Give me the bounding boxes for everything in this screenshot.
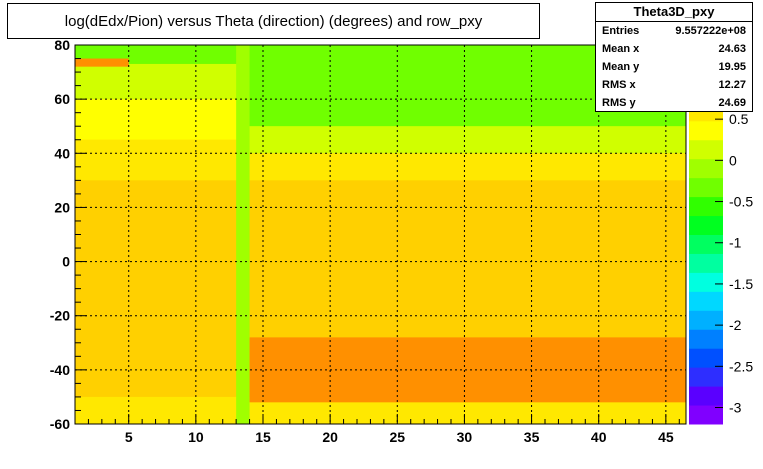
palette-swatch xyxy=(689,158,723,179)
y-tick-label: 60 xyxy=(54,91,70,107)
palette-swatch xyxy=(689,386,723,406)
y-tick-label: 40 xyxy=(54,145,70,161)
stats-label: Mean x xyxy=(602,43,640,55)
palette-swatch xyxy=(689,329,723,349)
palette-swatch xyxy=(689,272,723,292)
stats-value: 24.63 xyxy=(718,43,746,55)
palette-swatch xyxy=(689,234,723,254)
y-tick-label: -60 xyxy=(50,416,70,432)
palette-swatch xyxy=(689,120,723,141)
palette-tick-label: -2.5 xyxy=(729,358,753,374)
stats-label: RMS y xyxy=(602,97,636,109)
grid-lines xyxy=(75,45,686,424)
heatmap-cell xyxy=(249,337,687,403)
stats-value: 12.27 xyxy=(718,79,746,91)
stats-row-mean-x: Mean x 24.63 xyxy=(596,40,752,58)
x-tick-label: 30 xyxy=(457,429,473,445)
stats-value: 9.557222e+08 xyxy=(675,25,746,37)
x-tick-label: 20 xyxy=(322,429,338,445)
chart-title-box: log(dEdx/Pion) versus Theta (direction) … xyxy=(7,3,540,39)
palette-tick-label: -2 xyxy=(729,317,742,333)
x-tick-label: 10 xyxy=(188,429,204,445)
x-tick-label: 15 xyxy=(255,429,271,445)
palette-tick-label: 0 xyxy=(729,152,737,168)
palette-tick-label: -3 xyxy=(729,400,742,416)
stats-row-entries: Entries 9.557222e+08 xyxy=(596,22,752,40)
y-tick-label: 80 xyxy=(54,37,70,53)
y-tick-label: 0 xyxy=(62,254,70,270)
stats-label: Entries xyxy=(602,25,640,37)
stats-label: Mean y xyxy=(602,61,640,73)
palette-swatch xyxy=(689,405,723,425)
stats-row-mean-y: Mean y 19.95 xyxy=(596,58,752,76)
heatmap-cell xyxy=(236,45,250,424)
y-tick-label: 20 xyxy=(54,199,70,215)
palette-swatch xyxy=(689,215,723,235)
palette-swatch xyxy=(689,253,723,273)
palette-swatch xyxy=(689,139,723,160)
heatmap-cell xyxy=(75,58,129,67)
palette-swatch xyxy=(689,348,723,368)
x-tick-label: 35 xyxy=(524,429,540,445)
x-tick-label: 45 xyxy=(658,429,674,445)
y-tick-label: -20 xyxy=(50,308,70,324)
color-palette: -3-2.5-2-1.5-1-0.500.51 xyxy=(689,45,753,425)
palette-swatch xyxy=(689,177,723,198)
palette-swatch xyxy=(689,310,723,330)
stats-row-rms-y: RMS y 24.69 xyxy=(596,94,752,112)
stats-row-rms-x: RMS x 12.27 xyxy=(596,76,752,94)
chart-title: log(dEdx/Pion) versus Theta (direction) … xyxy=(64,12,483,30)
y-tick-label: -40 xyxy=(50,362,70,378)
stats-value: 19.95 xyxy=(718,61,746,73)
palette-tick-label: -1.5 xyxy=(729,276,753,292)
stats-label: RMS x xyxy=(602,79,636,91)
x-axis: 5 10 15 20 25 30 35 40 45 xyxy=(74,414,680,445)
palette-tick-label: -0.5 xyxy=(729,194,753,210)
stats-value: 24.69 xyxy=(718,97,746,109)
palette-tick-label: -1 xyxy=(729,235,742,251)
x-tick-label: 5 xyxy=(125,429,133,445)
palette-tick-label: 0.5 xyxy=(729,111,749,127)
y-axis: -60 -40 -20 0 20 40 60 80 xyxy=(50,37,87,432)
palette-swatch xyxy=(689,291,723,311)
x-tick-label: 25 xyxy=(389,429,405,445)
x-tick-label: 40 xyxy=(591,429,607,445)
stats-box: Theta3D_pxy Entries 9.557222e+08 Mean x … xyxy=(595,2,753,112)
palette-swatch xyxy=(689,196,723,217)
stats-name: Theta3D_pxy xyxy=(596,3,752,22)
palette-swatch xyxy=(689,367,723,387)
